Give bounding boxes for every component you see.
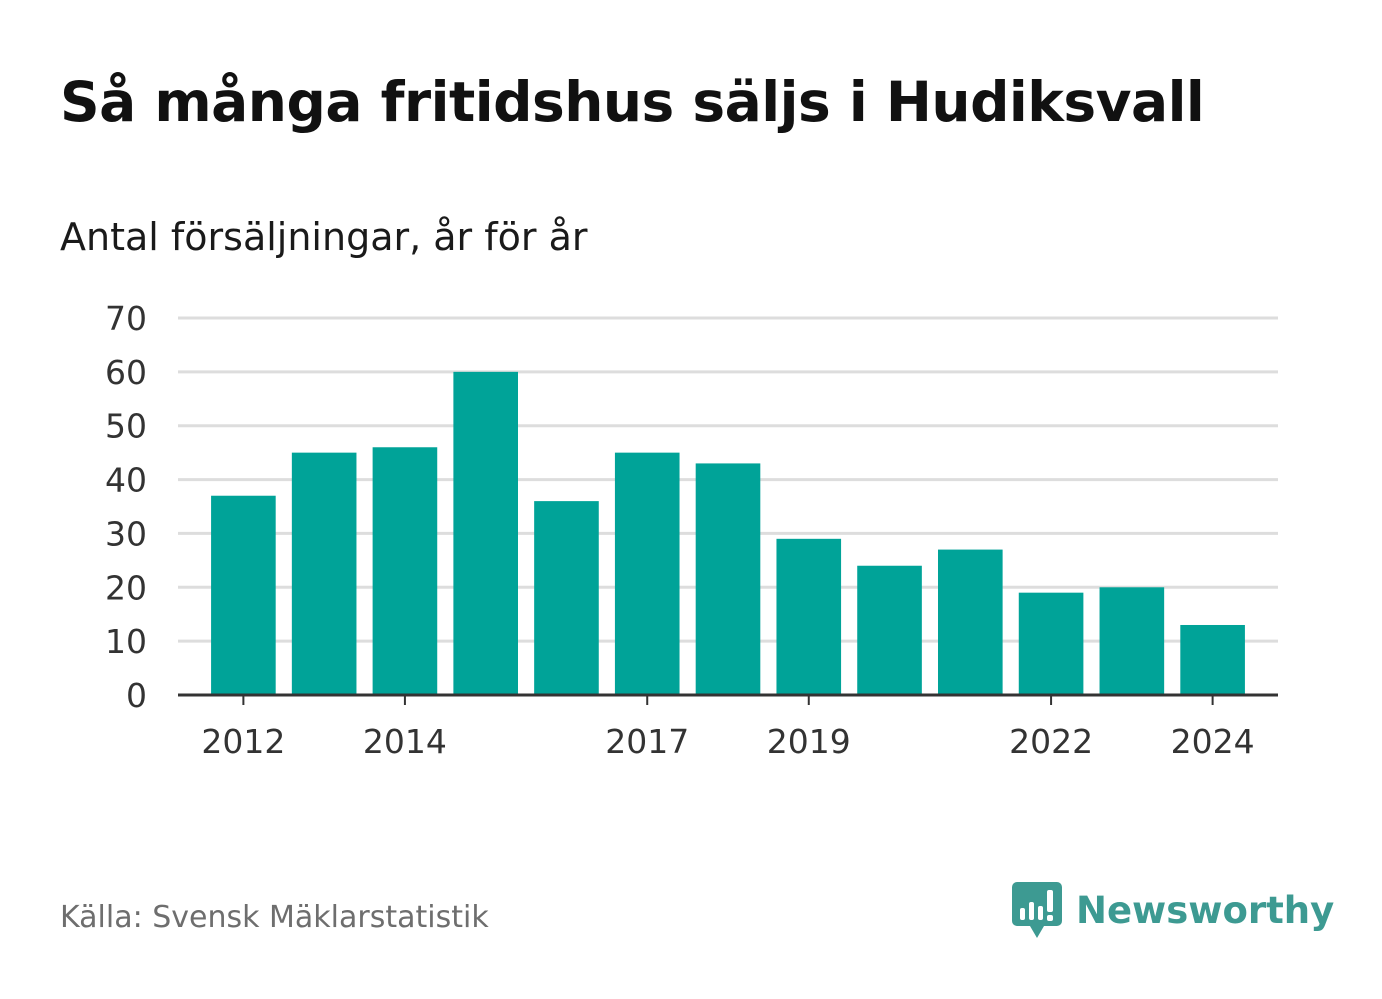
bar-chart: 0 10 20 30 40 50 60 70 2012 2014 2017 2019 2022 2024	[105, 299, 1278, 761]
bars	[211, 371, 1245, 695]
newsworthy-logo-icon	[1012, 882, 1062, 938]
x-tick-label: 2022	[1009, 722, 1093, 761]
bar-2016	[534, 501, 599, 695]
bar-2022	[1018, 592, 1084, 695]
bar-2024	[1180, 624, 1245, 695]
chart-title: Så många fritidshus säljs i Hudiksvall	[60, 70, 1205, 134]
brand-logo: Newsworthy	[1010, 878, 1334, 942]
y-tick-label: 70	[105, 299, 147, 338]
y-tick-label: 20	[105, 568, 147, 607]
bar-2012	[211, 495, 276, 695]
x-tick-label: 2024	[1171, 722, 1255, 761]
brand-name: Newsworthy	[1076, 888, 1335, 932]
bar-2014	[372, 447, 438, 695]
y-axis-ticks: 0 10 20 30 40 50 60 70	[105, 299, 147, 715]
bar-2018	[695, 463, 761, 695]
bar-2015	[453, 371, 518, 695]
bar-2020	[857, 565, 922, 695]
y-tick-label: 0	[126, 676, 147, 715]
y-tick-label: 60	[105, 353, 147, 392]
bar-2019	[776, 538, 842, 695]
bar-2023	[1099, 587, 1165, 695]
source-note: Källa: Svensk Mäklarstatistik	[60, 900, 489, 935]
y-tick-label: 30	[105, 514, 147, 553]
x-tick-label: 2019	[767, 722, 851, 761]
bar-2013	[291, 452, 357, 695]
bar-2017	[614, 452, 680, 695]
x-tick-label: 2012	[201, 722, 285, 761]
chart-subtitle: Antal försäljningar, år för år	[60, 215, 588, 259]
y-tick-label: 40	[105, 461, 147, 500]
x-tick-label: 2017	[605, 722, 689, 761]
x-tick-label: 2014	[363, 722, 447, 761]
y-tick-label: 50	[105, 407, 147, 446]
bar-2021	[938, 549, 1003, 695]
x-axis-ticks: 2012 2014 2017 2019 2022 2024	[201, 695, 1255, 761]
y-tick-label: 10	[105, 622, 147, 661]
